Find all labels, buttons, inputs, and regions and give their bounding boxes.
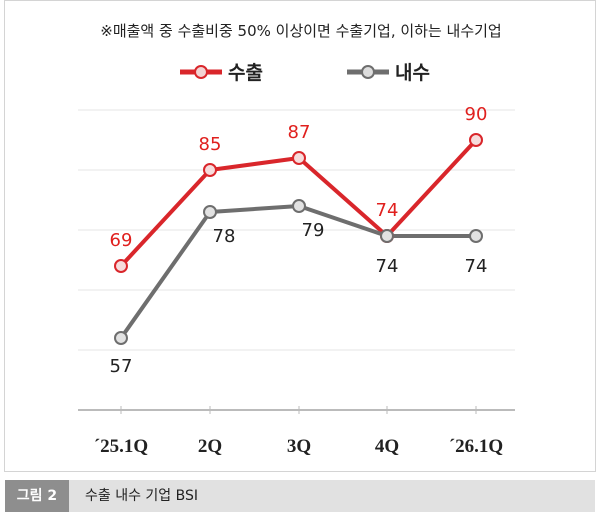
data-label: 57 (110, 356, 133, 377)
legend-label-domestic: 내수 (395, 62, 430, 84)
legend-marker-export-icon (180, 64, 222, 79)
data-label: 69 (110, 230, 133, 251)
legend: 수출 내수 (0, 58, 602, 88)
data-point (203, 163, 217, 177)
data-point (114, 331, 128, 345)
data-point (469, 229, 483, 243)
data-point (292, 151, 306, 165)
data-label: 74 (465, 256, 488, 277)
data-label: 79 (302, 220, 325, 241)
data-label: 78 (213, 226, 236, 247)
figure-caption: 그림 2 수출 내수 기업 BSI (5, 480, 595, 512)
data-label: 74 (376, 200, 399, 221)
caption-number: 그림 2 (5, 480, 69, 512)
data-point (203, 205, 217, 219)
data-point (114, 259, 128, 273)
figure-frame (4, 0, 596, 472)
legend-item-export: 수출 (178, 58, 263, 85)
legend-item-domestic: 내수 (345, 58, 430, 85)
x-tick-label: ´25.1Q (94, 436, 148, 457)
legend-label-export: 수출 (228, 62, 263, 84)
x-tick-label: 4Q (375, 436, 399, 457)
line-chart: ´25.1Q 2Q 3Q 4Q ´26.1Q 69 85 87 74 90 57 78 79 74 74 (78, 104, 515, 457)
data-point (292, 199, 306, 213)
x-tick-label: ´26.1Q (449, 436, 503, 457)
data-point (380, 229, 394, 243)
legend-marker-domestic-icon (347, 64, 389, 79)
data-label: 87 (288, 122, 311, 143)
caption-title: 수출 내수 기업 BSI (85, 488, 199, 504)
data-label: 90 (465, 104, 488, 125)
data-label: 74 (376, 256, 399, 277)
chart-annotation: ※매출액 중 수출비중 50% 이상이면 수출기업, 이하는 내수기업 (100, 22, 502, 40)
series-line-1 (119, 204, 476, 340)
data-point (469, 133, 483, 147)
data-label: 85 (199, 134, 222, 155)
x-tick-label: 2Q (198, 436, 222, 457)
x-tick-label: 3Q (287, 436, 311, 457)
